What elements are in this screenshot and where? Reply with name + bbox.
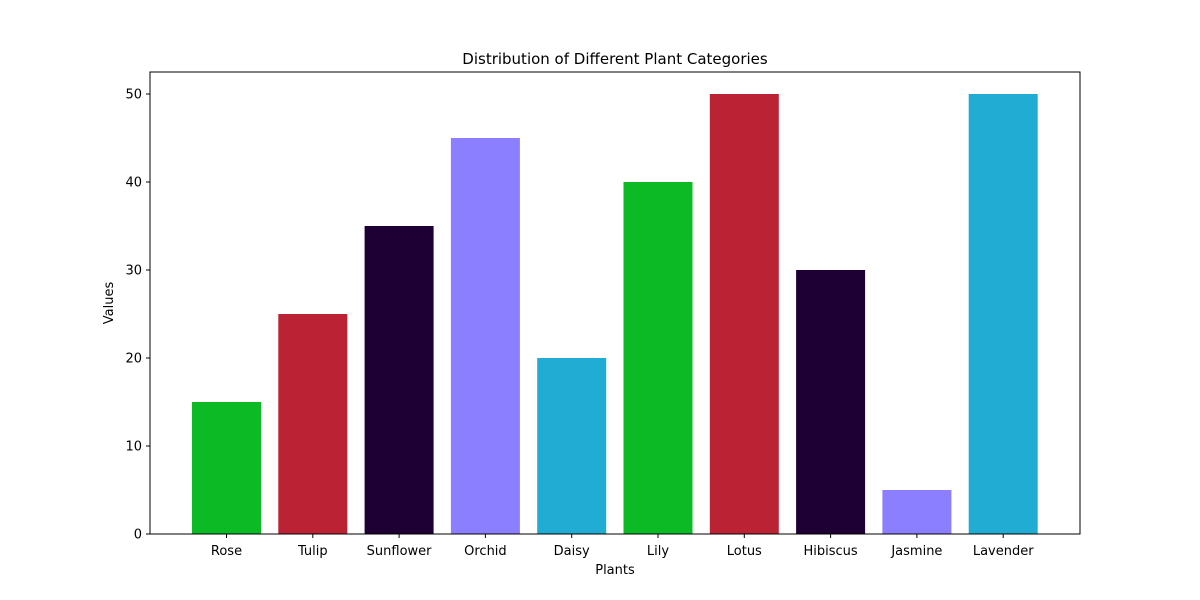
x-tick-label: Jasmine <box>890 544 942 559</box>
bar-daisy <box>537 358 607 534</box>
y-tick-label: 50 <box>125 88 142 103</box>
x-tick-label: Tulip <box>297 544 328 559</box>
x-tick-label: Rose <box>211 544 242 559</box>
bar-lotus <box>709 94 779 534</box>
x-tick-label: Hibiscus <box>804 544 858 559</box>
y-tick-label: 0 <box>134 528 142 543</box>
y-tick-label: 40 <box>125 176 142 191</box>
chart-title: Distribution of Different Plant Categori… <box>462 50 768 68</box>
bar-tulip <box>278 314 348 534</box>
bar-sunflower <box>364 226 434 534</box>
x-tick-label: Orchid <box>464 544 507 559</box>
bar-lily <box>623 182 693 534</box>
bar-rose <box>192 402 261 534</box>
y-tick-label: 30 <box>125 264 142 279</box>
x-axis: Rose Tulip Sunflower Orchid Daisy Lily Lotus Hi… <box>211 534 1034 559</box>
y-tick-label: 10 <box>125 440 142 455</box>
x-tick-label: Sunflower <box>367 544 433 559</box>
bar-lavender <box>968 94 1038 534</box>
bar-jasmine <box>882 490 952 534</box>
y-tick-label: 20 <box>125 352 142 367</box>
x-tick-label: Lotus <box>727 544 762 559</box>
bar-orchid <box>450 138 520 534</box>
y-axis-label: Values <box>102 282 117 325</box>
x-axis-label: Plants <box>595 563 635 578</box>
y-axis: 0 10 20 30 40 50 <box>125 88 150 543</box>
x-tick-label: Lavender <box>973 544 1034 559</box>
bar-hibiscus <box>796 270 866 534</box>
x-tick-label: Daisy <box>554 544 590 559</box>
x-tick-label: Lily <box>647 544 669 559</box>
plot-frame <box>149 71 1081 535</box>
bars-group <box>192 94 1038 534</box>
